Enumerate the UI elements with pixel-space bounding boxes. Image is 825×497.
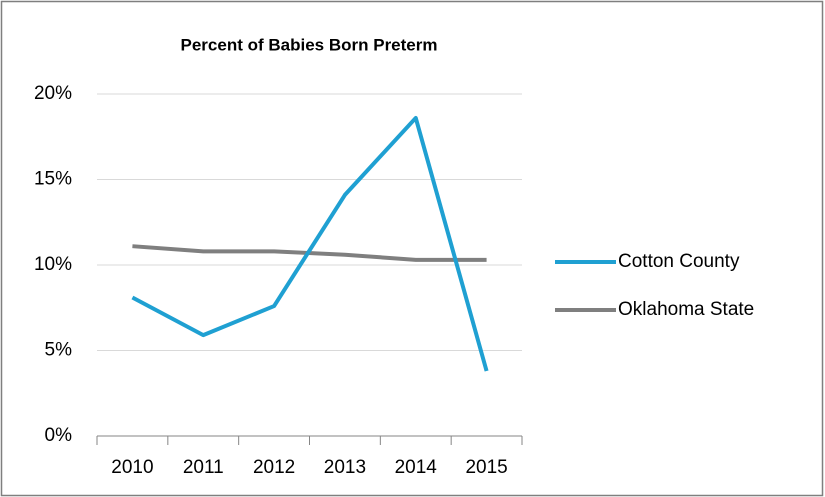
x-tick-label: 2011 bbox=[183, 457, 224, 478]
x-tick-label: 2013 bbox=[324, 457, 366, 478]
legend-label: Oklahoma State bbox=[618, 299, 754, 320]
chart-title: Percent of Babies Born Preterm bbox=[181, 35, 438, 54]
y-tick-label: 10% bbox=[34, 254, 72, 275]
y-tick-label: 15% bbox=[34, 169, 72, 190]
y-tick-label: 5% bbox=[45, 340, 73, 361]
series-line bbox=[131, 115, 489, 372]
x-tick-label: 2012 bbox=[253, 457, 295, 478]
legend-label: Cotton County bbox=[618, 251, 740, 272]
x-tick-label: 2010 bbox=[111, 457, 153, 478]
x-tick-label: 2015 bbox=[465, 457, 507, 478]
y-tick-label: 20% bbox=[34, 83, 72, 104]
y-tick-label: 0% bbox=[45, 425, 73, 446]
x-tick-label: 2014 bbox=[395, 457, 438, 478]
